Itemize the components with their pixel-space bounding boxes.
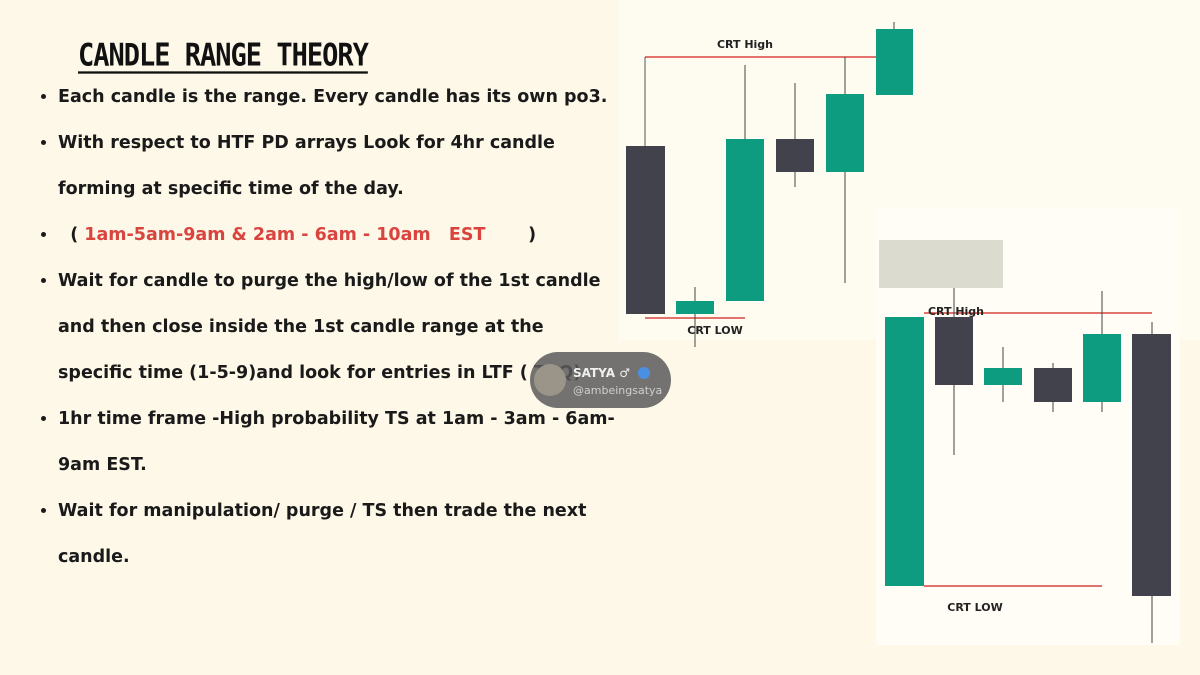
crt-high-label: CRT High <box>717 38 773 51</box>
candle <box>1034 368 1072 402</box>
candle <box>626 146 665 314</box>
candle <box>676 301 714 314</box>
panel <box>876 208 1180 645</box>
panel <box>618 0 1200 340</box>
candle <box>984 368 1022 385</box>
bullet: Wait for candle to purge the high/low of… <box>58 258 618 396</box>
crt-low-label: CRT LOW <box>947 601 1002 614</box>
title: CANDLE RANGE THEORY <box>78 38 369 74</box>
session-times: 1am-5am-9am & 2am - 6am - 10am EST <box>84 225 486 245</box>
crt-low-label: CRT LOW <box>687 324 742 337</box>
paren: ( <box>70 225 79 245</box>
bullet: With respect to HTF PD arrays Look for 4… <box>58 120 618 212</box>
candle <box>826 94 864 172</box>
paren: ) <box>528 225 537 245</box>
bullet-list: Each candle is the range. Every candle h… <box>36 74 618 580</box>
bullet: ( 1am-5am-9am & 2am - 6am - 10am EST ) <box>58 212 618 258</box>
candle <box>1083 334 1121 402</box>
bullet: Each candle is the range. Every candle h… <box>58 74 618 120</box>
candle <box>776 139 814 172</box>
verified-badge <box>638 367 650 379</box>
candle <box>876 29 913 95</box>
crt-high-label: CRT High <box>928 305 984 318</box>
candle <box>935 317 973 385</box>
candle <box>726 139 764 301</box>
bullet: Wait for manipulation/ purge / TS then t… <box>58 488 618 580</box>
bullet: 1hr time frame -High probability TS at 1… <box>58 396 618 488</box>
box <box>879 240 1003 288</box>
candle <box>885 317 924 586</box>
candle <box>1132 334 1171 596</box>
